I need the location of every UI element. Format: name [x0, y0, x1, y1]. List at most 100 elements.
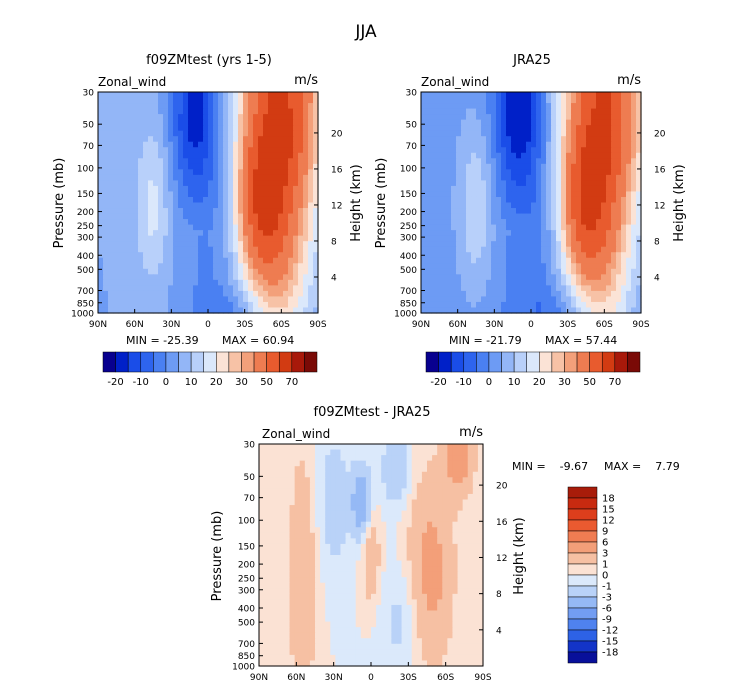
field-cell [506, 114, 512, 121]
field-cell [526, 196, 532, 204]
field-cell [477, 455, 484, 462]
lat-tick-label: 30S [559, 320, 576, 330]
field-cell [606, 224, 612, 231]
field-cell [566, 252, 572, 259]
field-cell [456, 191, 462, 198]
field-cell [426, 114, 432, 121]
field-cell [308, 185, 314, 193]
field-cell [335, 482, 342, 489]
field-cell [466, 196, 472, 204]
field-cell [128, 97, 134, 104]
field-cell [626, 169, 632, 176]
field-cell [472, 571, 479, 578]
field-cell [183, 169, 189, 176]
field-cell [113, 174, 119, 182]
field-cell [451, 169, 457, 176]
field-cell [506, 241, 512, 248]
field-cell [243, 213, 249, 220]
field-cell [506, 191, 512, 198]
field-cell [521, 246, 527, 253]
field-cell [278, 180, 284, 187]
field-cell [586, 230, 592, 237]
field-cell [103, 257, 109, 264]
field-cell [451, 92, 457, 99]
field-cell [143, 158, 149, 165]
field-cell [259, 577, 265, 584]
field-cell [113, 202, 119, 209]
field-cell [561, 136, 567, 143]
field-cell [596, 301, 602, 309]
field-cell [309, 477, 316, 484]
field-cell [591, 279, 597, 286]
field-cell [447, 593, 454, 600]
field-cell [571, 125, 577, 132]
field-cell [158, 296, 164, 303]
field-cell [173, 152, 179, 159]
field-cell [596, 180, 602, 187]
field-cell [223, 108, 229, 115]
pressure-tick-label: 100 [400, 164, 417, 174]
field-cell [168, 185, 174, 193]
field-cell [238, 285, 244, 292]
colorbar-swatch [115, 351, 129, 373]
field-cell [611, 92, 617, 99]
field-cell [416, 455, 423, 462]
field-cell [183, 285, 189, 292]
field-cell [561, 92, 567, 99]
field-cell [233, 213, 239, 220]
field-cell [536, 163, 542, 170]
field-cell [566, 136, 572, 143]
field-cell [218, 141, 224, 148]
field-cell [308, 180, 314, 187]
field-cell [446, 263, 452, 270]
field-cell [98, 180, 104, 187]
field-cell [304, 588, 311, 595]
field-cell [391, 599, 398, 606]
field-cell [496, 235, 502, 242]
field-cell [496, 285, 502, 292]
field-cell [581, 296, 587, 303]
field-cell [371, 455, 377, 462]
field-cell [303, 213, 309, 220]
field-cell [591, 185, 597, 193]
field-cell [268, 152, 274, 159]
field-cell [313, 202, 319, 209]
field-cell [273, 241, 279, 248]
field-cell [350, 482, 357, 489]
field-cell [123, 274, 129, 281]
field-cell [138, 185, 144, 193]
field-cell [631, 191, 637, 198]
field-cell [437, 577, 443, 584]
field-cell [591, 268, 597, 275]
field-cell [288, 241, 294, 248]
pressure-tick-label: 100 [77, 164, 94, 174]
field-cell [426, 147, 432, 154]
field-cell [472, 582, 479, 589]
field-cell [168, 130, 174, 137]
field-cell [325, 549, 331, 556]
field-cell [148, 279, 154, 286]
field-cell [511, 285, 517, 292]
field-cell [183, 219, 189, 226]
field-cell [621, 257, 627, 264]
field-cell [506, 185, 512, 193]
field-cell [103, 230, 109, 237]
field-cell [452, 521, 459, 528]
field-cell [386, 482, 392, 489]
field-cell [441, 174, 447, 182]
field-cell [431, 246, 437, 253]
field-cell [223, 158, 229, 165]
field-cell [421, 114, 427, 121]
field-cell [365, 543, 372, 551]
field-cell [274, 510, 280, 517]
field-cell [299, 499, 306, 506]
field-cell [188, 208, 194, 215]
field-cell [123, 263, 129, 270]
field-cell [462, 593, 469, 600]
field-cell [268, 191, 274, 198]
field-cell [566, 147, 572, 154]
field-cell [586, 257, 592, 264]
field-cell [371, 543, 377, 551]
field-cell [546, 125, 552, 132]
